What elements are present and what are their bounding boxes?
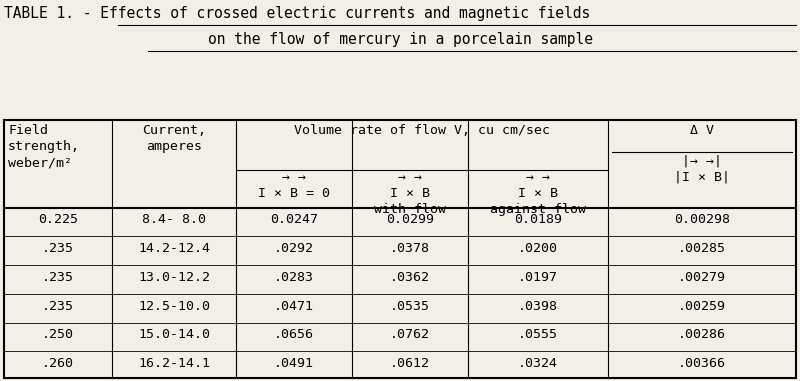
Text: 15.0-14.0: 15.0-14.0	[138, 328, 210, 341]
Text: .235: .235	[42, 271, 74, 284]
Text: → →
I × B = 0: → → I × B = 0	[258, 171, 330, 200]
Text: 0.225: 0.225	[38, 213, 78, 226]
Text: .0197: .0197	[518, 271, 558, 284]
Text: .00366: .00366	[678, 357, 726, 370]
Text: .0398: .0398	[518, 299, 558, 313]
Text: .0292: .0292	[274, 242, 314, 255]
Text: .00286: .00286	[678, 328, 726, 341]
Text: 0.0247: 0.0247	[270, 213, 318, 226]
Text: on the flow of mercury in a porcelain sample: on the flow of mercury in a porcelain sa…	[207, 32, 593, 47]
Text: .00259: .00259	[678, 299, 726, 313]
Text: .0555: .0555	[518, 328, 558, 341]
Text: → →
I × B
against flow: → → I × B against flow	[490, 171, 586, 216]
Text: .0362: .0362	[390, 271, 430, 284]
Text: .235: .235	[42, 299, 74, 313]
Text: .00279: .00279	[678, 271, 726, 284]
Text: 0.0189: 0.0189	[514, 213, 562, 226]
Text: Field
strength,
weber/m²: Field strength, weber/m²	[8, 124, 80, 170]
Text: |→ →|
|I × B|: |→ →| |I × B|	[674, 154, 730, 183]
Text: .0378: .0378	[390, 242, 430, 255]
Text: .235: .235	[42, 242, 74, 255]
Text: 0.0299: 0.0299	[386, 213, 434, 226]
Text: .0612: .0612	[390, 357, 430, 370]
Text: 0.00298: 0.00298	[674, 213, 730, 226]
Text: .0491: .0491	[274, 357, 314, 370]
Text: TABLE 1. - Effects of crossed electric currents and magnetic fields: TABLE 1. - Effects of crossed electric c…	[4, 6, 590, 21]
Text: → →
I × B
with flow: → → I × B with flow	[374, 171, 446, 216]
Text: Δ V: Δ V	[690, 124, 714, 137]
Text: .0471: .0471	[274, 299, 314, 313]
Text: .0535: .0535	[390, 299, 430, 313]
Text: .0656: .0656	[274, 328, 314, 341]
Text: .0762: .0762	[390, 328, 430, 341]
Text: .0200: .0200	[518, 242, 558, 255]
Text: 8.4- 8.0: 8.4- 8.0	[142, 213, 206, 226]
Text: .00285: .00285	[678, 242, 726, 255]
Text: 12.5-10.0: 12.5-10.0	[138, 299, 210, 313]
Text: Volume rate of flow V, cu cm/sec: Volume rate of flow V, cu cm/sec	[294, 124, 550, 137]
Text: .260: .260	[42, 357, 74, 370]
Text: Current,
amperes: Current, amperes	[142, 124, 206, 153]
Text: .0324: .0324	[518, 357, 558, 370]
Text: 13.0-12.2: 13.0-12.2	[138, 271, 210, 284]
Text: 16.2-14.1: 16.2-14.1	[138, 357, 210, 370]
Text: .250: .250	[42, 328, 74, 341]
Text: .0283: .0283	[274, 271, 314, 284]
Text: 14.2-12.4: 14.2-12.4	[138, 242, 210, 255]
